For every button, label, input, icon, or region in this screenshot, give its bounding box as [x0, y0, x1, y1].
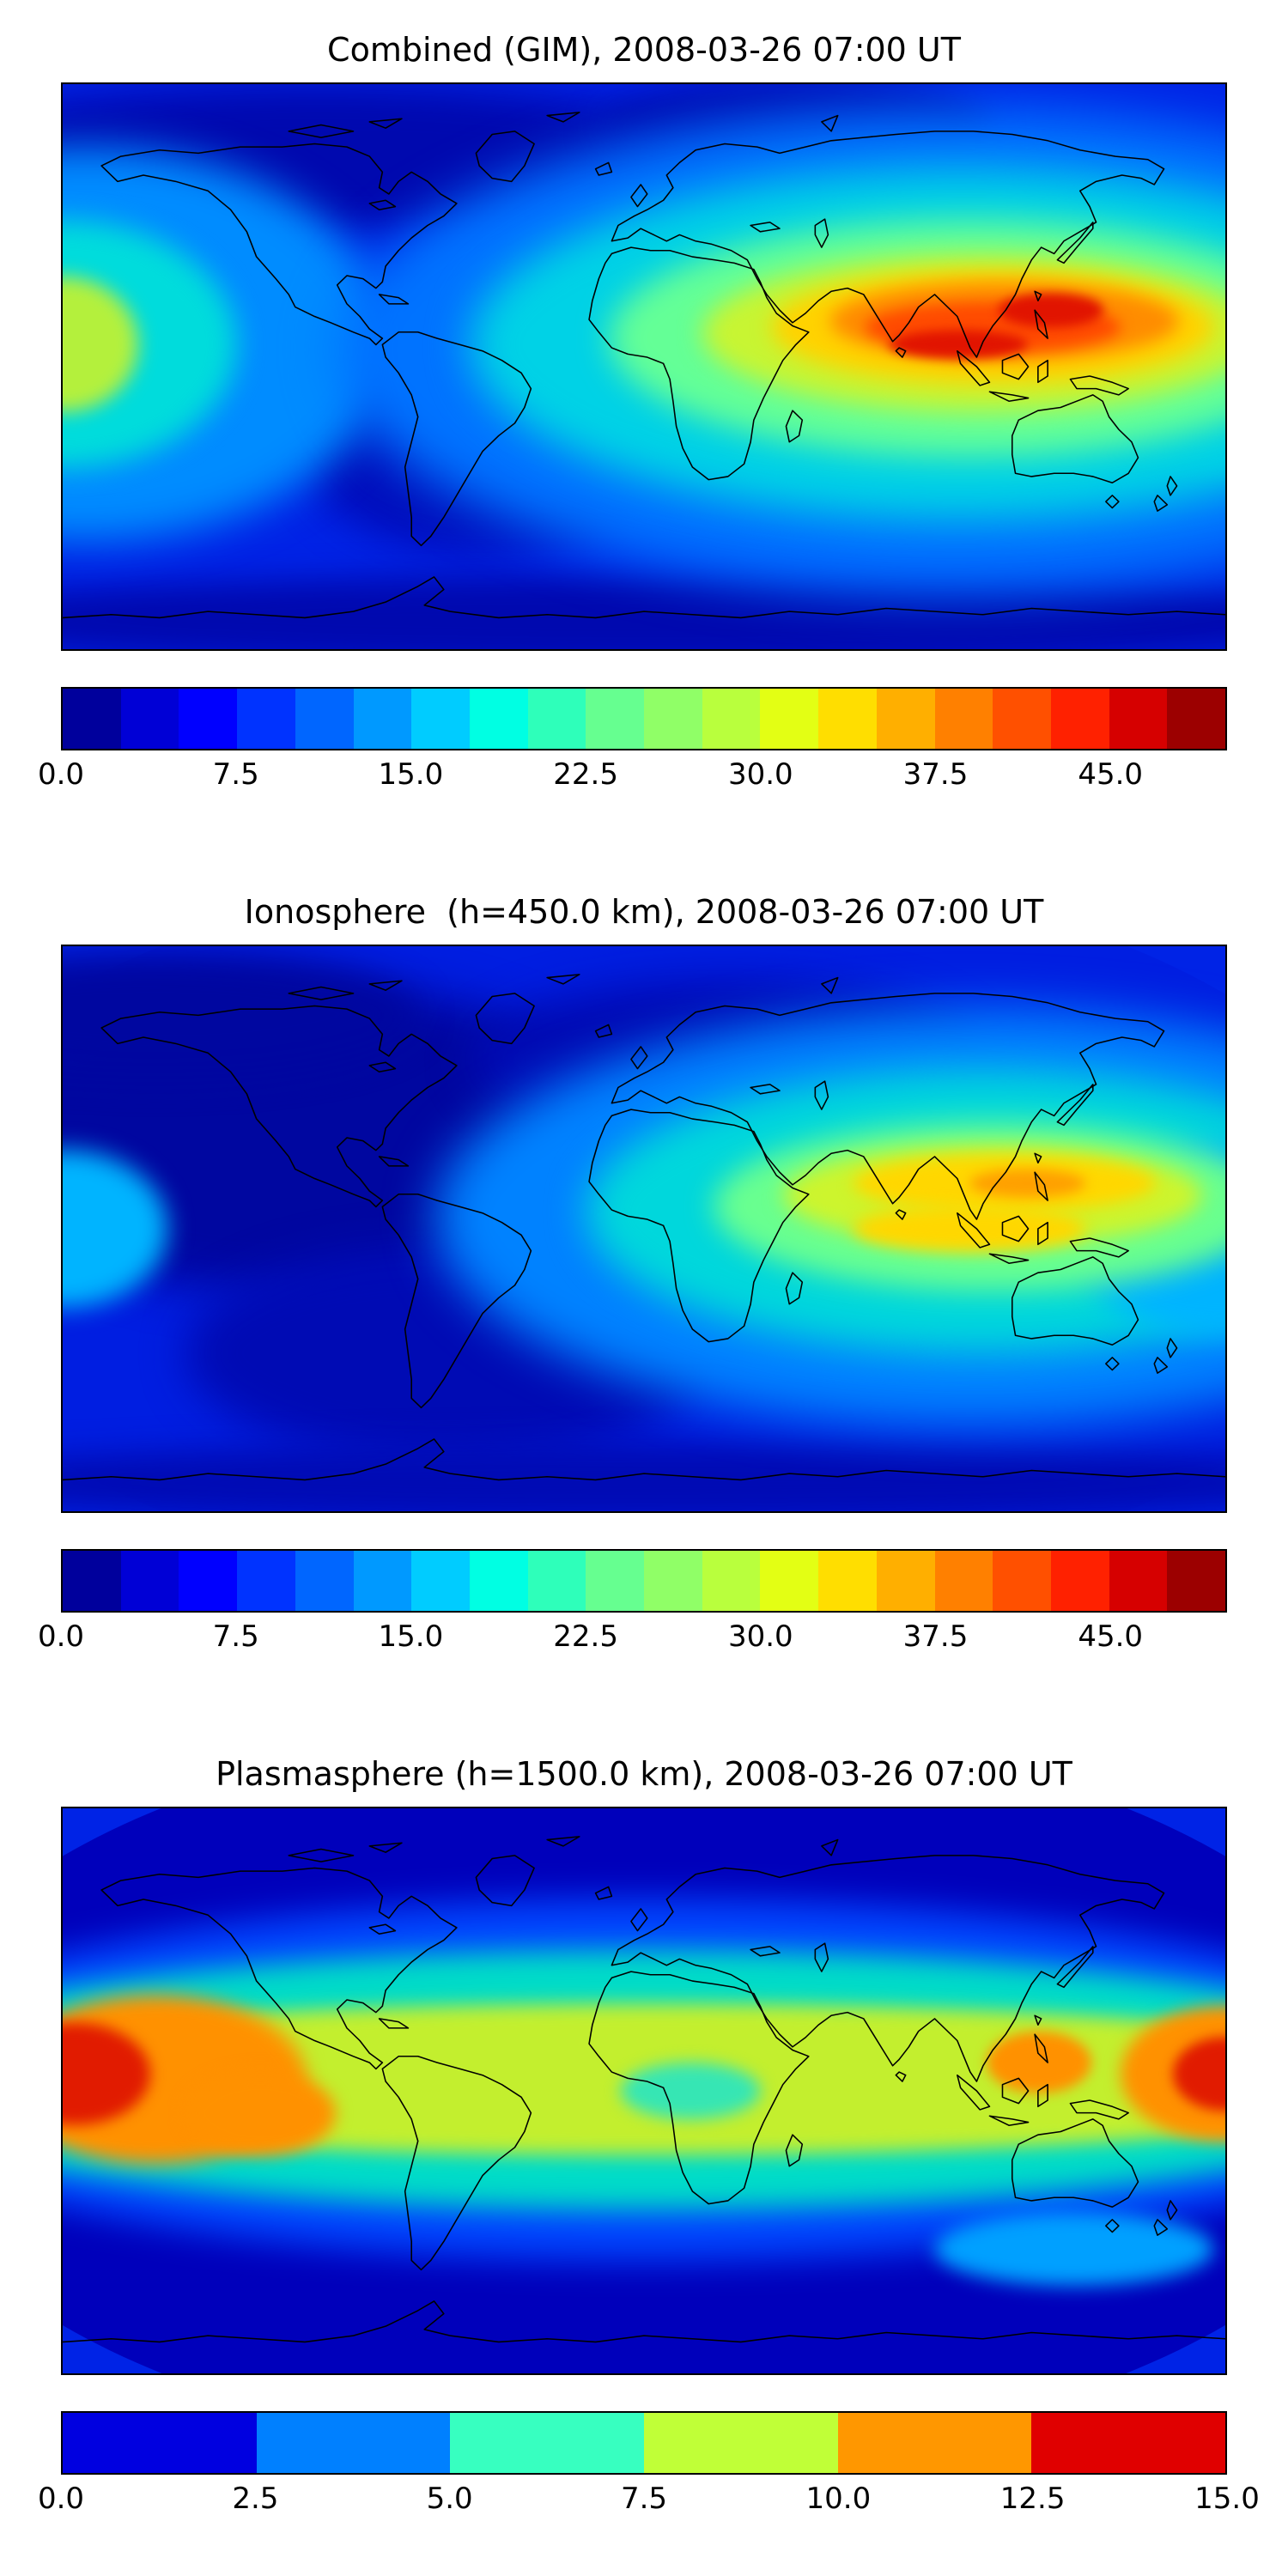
- colorbar-tick-label: 7.5: [212, 1619, 259, 1654]
- colorbar-tick-label: 30.0: [727, 1619, 793, 1654]
- colorbar-segment: [644, 689, 702, 749]
- colorbar-segment: [1031, 2413, 1226, 2473]
- colorbar-ticks-ionosphere: 0.0 7.5 15.0 22.5 30.0 37.5 45.0: [38, 1619, 1227, 1662]
- colorbar-segment: [993, 689, 1051, 749]
- colorbar-segment: [120, 689, 179, 749]
- colorbar-segment: [644, 2413, 838, 2473]
- map-ionosphere: [61, 945, 1227, 1513]
- coastlines: [63, 1836, 1225, 2343]
- colorbar-tick-label: 15.0: [378, 1619, 444, 1654]
- colorbar-tick-label: 45.0: [1078, 1619, 1144, 1654]
- colorbar-segment: [644, 1551, 702, 1611]
- colorbar-tick-label: 0.0: [37, 1619, 85, 1654]
- colorbar-segment: [1167, 1551, 1226, 1611]
- map-combined: [61, 82, 1227, 651]
- colorbar-segment: [353, 1551, 412, 1611]
- colorbar-tick-label: 7.5: [620, 2482, 668, 2516]
- colorbar-segment: [411, 1551, 470, 1611]
- colorbar-segment: [993, 1551, 1051, 1611]
- colorbar-segment: [63, 1551, 121, 1611]
- colorbar-ticks-combined: 0.0 7.5 15.0 22.5 30.0 37.5 45.0: [38, 757, 1227, 800]
- panel-title-ionosphere: Ionosphere (h=450.0 km), 2008-03-26 07:0…: [244, 893, 1044, 931]
- colorbar-tick-label: 30.0: [727, 757, 793, 792]
- panel-plasmasphere: Plasmasphere (h=1500.0 km), 2008-03-26 0…: [38, 1755, 1260, 2524]
- contour-blob: [934, 2212, 1214, 2286]
- colorbar-tick-label: 15.0: [1194, 2482, 1260, 2516]
- colorbar-segment: [1109, 689, 1168, 749]
- colorbar-segment: [1050, 689, 1109, 749]
- contour-blob: [998, 293, 1103, 327]
- colorbar-segment: [450, 2413, 645, 2473]
- colorbar-tick-label: 5.0: [426, 2482, 473, 2516]
- panel-combined-gim: Combined (GIM), 2008-03-26 07:00 UT 0.0 7…: [38, 31, 1227, 800]
- contour-field-ionosphere: [63, 946, 1225, 1511]
- colorbar-tick-label: 37.5: [902, 757, 969, 792]
- colorbar-tick-label: 2.5: [232, 2482, 279, 2516]
- contour-blob: [185, 2070, 337, 2156]
- colorbar-tick-label: 7.5: [212, 757, 259, 792]
- map-plasmasphere: [61, 1807, 1227, 2375]
- colorbar-combined: [61, 687, 1227, 750]
- colorbar-segment: [818, 689, 877, 749]
- colorbar-segment: [586, 689, 645, 749]
- colorbar-segment: [702, 1551, 761, 1611]
- colorbar-tick-label: 22.5: [553, 1619, 618, 1654]
- colorbar-segment: [876, 1551, 935, 1611]
- colorbar-segment: [760, 1551, 819, 1611]
- colorbar-segment: [353, 689, 412, 749]
- colorbar-plasmasphere: [61, 2411, 1227, 2475]
- panel-title-plasmasphere: Plasmasphere (h=1500.0 km), 2008-03-26 0…: [216, 1755, 1072, 1793]
- colorbar-segment: [63, 2413, 257, 2473]
- colorbar-tick-label: 45.0: [1078, 757, 1144, 792]
- colorbar-segment: [837, 2413, 1032, 2473]
- colorbar-segment: [179, 1551, 238, 1611]
- tec-maps-figure: Combined (GIM), 2008-03-26 07:00 UT 0.0 7…: [38, 31, 1260, 2524]
- colorbar-segment: [586, 1551, 645, 1611]
- coastlines: [63, 974, 1225, 1481]
- colorbar-segment: [469, 1551, 528, 1611]
- colorbar-segment: [120, 1551, 179, 1611]
- colorbar-ionosphere: [61, 1549, 1227, 1613]
- panel-title-combined: Combined (GIM), 2008-03-26 07:00 UT: [327, 31, 961, 69]
- colorbar-segment: [237, 1551, 295, 1611]
- colorbar-tick-label: 37.5: [902, 1619, 969, 1654]
- colorbar-segment: [411, 689, 470, 749]
- colorbar-segment: [876, 689, 935, 749]
- colorbar-segment: [527, 689, 586, 749]
- colorbar-tick-label: 15.0: [378, 757, 444, 792]
- colorbar-tick-label: 22.5: [553, 757, 618, 792]
- contour-field-combined: [63, 84, 1225, 649]
- colorbar-segment: [1050, 1551, 1109, 1611]
- contour-blob: [620, 2063, 761, 2119]
- colorbar-segment: [1167, 689, 1226, 749]
- colorbar-segment: [934, 1551, 993, 1611]
- coastlines: [63, 112, 1225, 619]
- panel-ionosphere: Ionosphere (h=450.0 km), 2008-03-26 07:0…: [38, 893, 1227, 1662]
- colorbar-segment: [1109, 1551, 1168, 1611]
- contour-field-plasmasphere: [63, 1808, 1225, 2373]
- colorbar-tick-label: 12.5: [999, 2482, 1066, 2516]
- colorbar-segment: [295, 1551, 354, 1611]
- colorbar-segment: [295, 689, 354, 749]
- colorbar-segment: [818, 1551, 877, 1611]
- colorbar-segment: [702, 689, 761, 749]
- colorbar-ticks-plasmasphere: 0.0 2.5 5.0 7.5 10.0 12.5 15.0: [38, 2482, 1260, 2524]
- colorbar-segment: [179, 689, 238, 749]
- colorbar-segment: [237, 689, 295, 749]
- colorbar-segment: [760, 689, 819, 749]
- colorbar-segment: [527, 1551, 586, 1611]
- colorbar-tick-label: 0.0: [37, 2482, 85, 2516]
- colorbar-segment: [63, 689, 121, 749]
- colorbar-segment: [934, 689, 993, 749]
- colorbar-tick-label: 0.0: [37, 757, 85, 792]
- colorbar-tick-label: 10.0: [805, 2482, 872, 2516]
- colorbar-segment: [469, 689, 528, 749]
- colorbar-segment: [256, 2413, 451, 2473]
